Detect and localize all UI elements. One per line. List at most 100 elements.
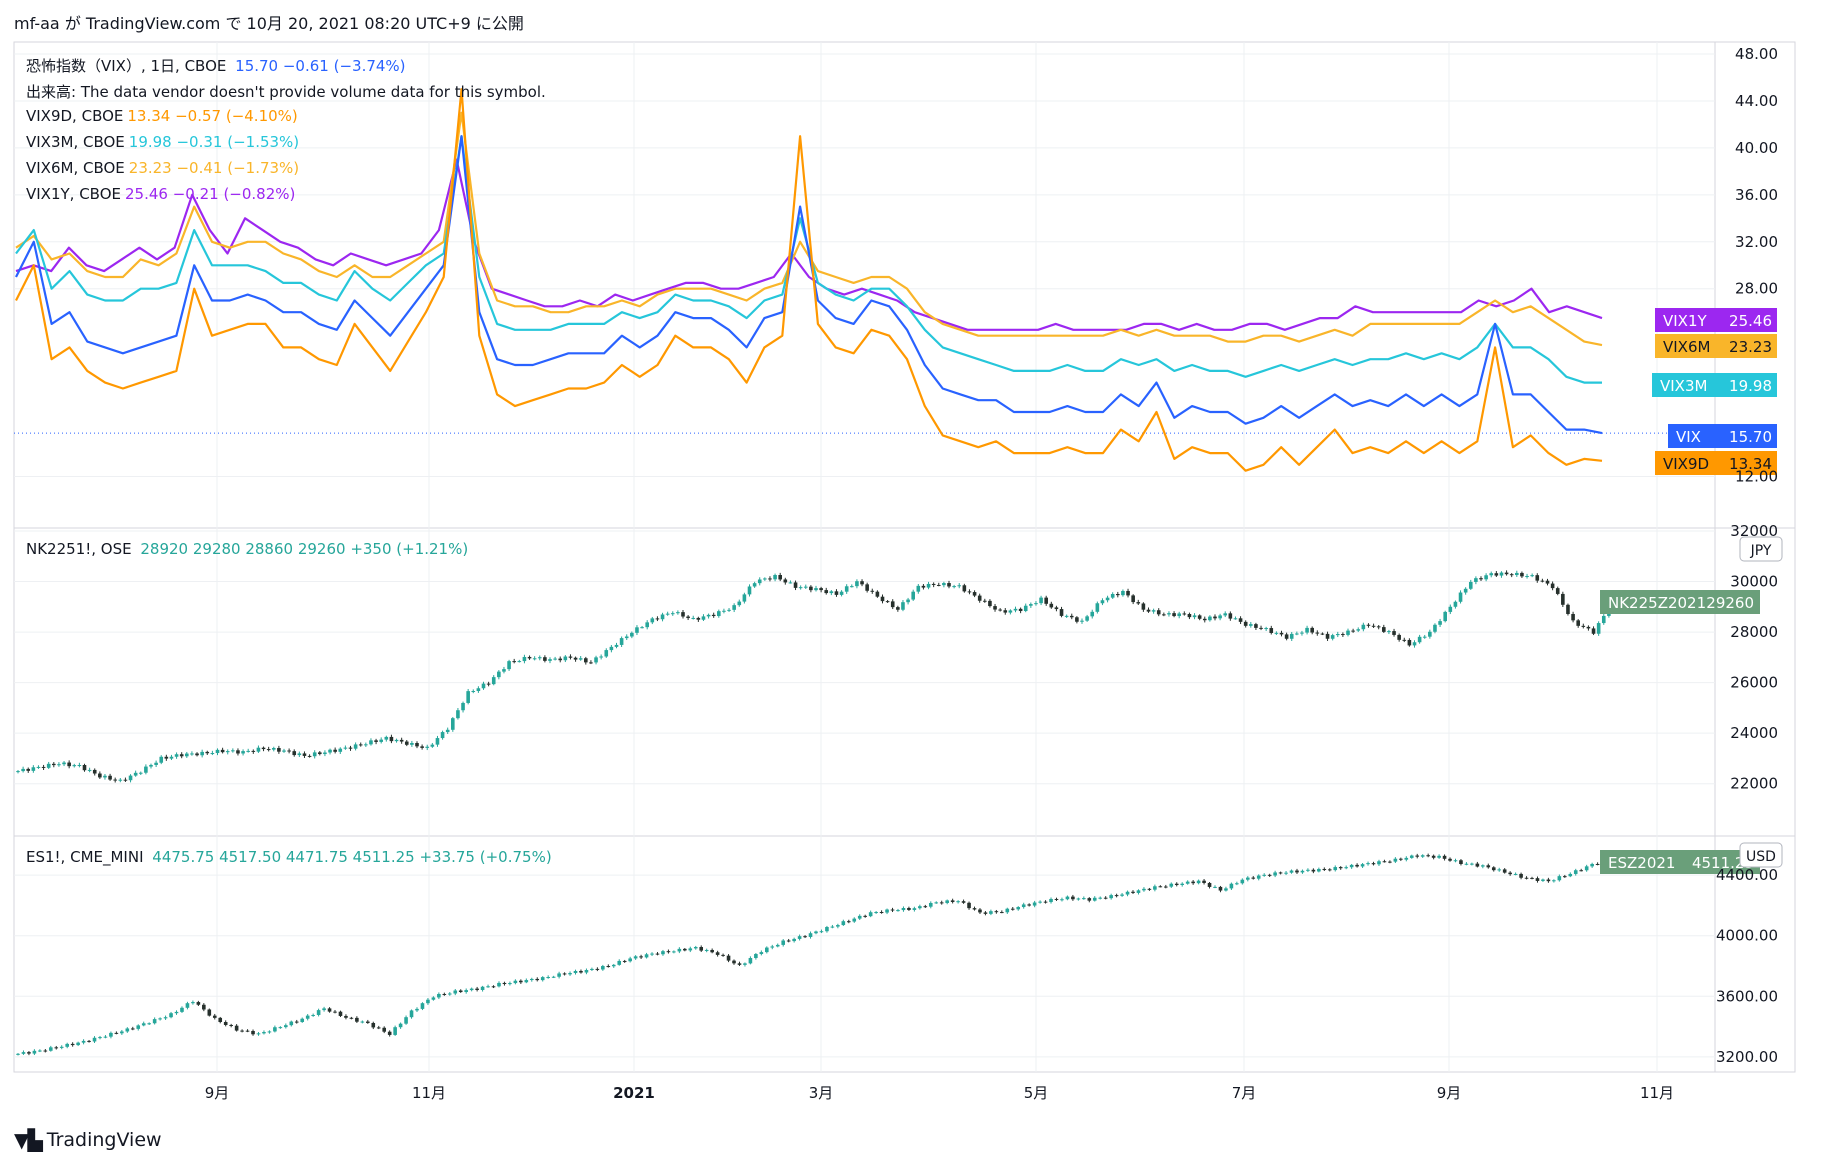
candle-body bbox=[1289, 870, 1294, 873]
candle-body bbox=[1475, 863, 1480, 867]
candle-body bbox=[202, 1004, 206, 1010]
x-tick-label: 9月 bbox=[205, 1084, 230, 1102]
last-price-name: ESZ2021 bbox=[1608, 854, 1675, 872]
candle-body bbox=[1504, 572, 1509, 575]
legend-row-vix6m[interactable]: VIX6M, CBOE 23.23 −0.41 (−1.73%) bbox=[26, 159, 299, 177]
candle-body bbox=[26, 768, 31, 771]
candle-body bbox=[262, 1032, 266, 1034]
candle-body bbox=[650, 618, 655, 623]
candle-body bbox=[1351, 630, 1355, 632]
candle-body bbox=[1474, 578, 1478, 582]
candle-body bbox=[297, 753, 302, 756]
nikkei-legend[interactable]: NK2251!, OSE 28920 29280 28860 29260 +35… bbox=[26, 540, 468, 558]
candle-body bbox=[1085, 616, 1089, 621]
candle-body bbox=[546, 977, 550, 979]
y-tick-label: 4000.00 bbox=[1716, 927, 1778, 945]
candle-body bbox=[1489, 573, 1494, 576]
candle-body bbox=[278, 1027, 283, 1029]
candle-body bbox=[72, 765, 77, 767]
candle-body bbox=[507, 661, 511, 670]
candle-body bbox=[152, 1019, 157, 1024]
candle-body bbox=[1273, 872, 1277, 876]
candle-body bbox=[32, 1050, 37, 1054]
candle-body bbox=[1185, 881, 1190, 884]
candle-body bbox=[138, 772, 143, 774]
candle-body bbox=[939, 902, 944, 904]
candle-body bbox=[512, 661, 516, 663]
candle-body bbox=[185, 1003, 190, 1008]
candle-body bbox=[207, 1009, 212, 1016]
candle-body bbox=[1147, 888, 1152, 890]
candle-body bbox=[1116, 594, 1120, 596]
candle-body bbox=[1417, 636, 1422, 643]
candle-body bbox=[715, 952, 720, 955]
legend-row-vix1y[interactable]: VIX1Y, CBOE 25.46 −0.21 (−0.82%) bbox=[26, 185, 295, 203]
candle-body bbox=[1335, 634, 1340, 636]
candle-body bbox=[1095, 603, 1100, 612]
candle-body bbox=[21, 1052, 26, 1054]
candle-body bbox=[1481, 865, 1485, 867]
candle-body bbox=[1387, 631, 1391, 633]
candle-body bbox=[1064, 615, 1069, 617]
candle-body bbox=[1269, 628, 1274, 633]
candle-body bbox=[289, 1021, 294, 1026]
legend-row-vix3m[interactable]: VIX3M, CBOE 19.98 −0.31 (−1.53%) bbox=[26, 133, 299, 151]
vix-legend-main[interactable]: 恐怖指数（VIX）, 1日, CBOE 15.70 −0.61 (−3.74%) bbox=[26, 55, 406, 76]
candle-body bbox=[215, 749, 220, 754]
candle-body bbox=[1344, 867, 1348, 869]
y-tick-label: 44.00 bbox=[1735, 92, 1778, 110]
candle-body bbox=[1463, 588, 1468, 593]
candle-body bbox=[1428, 631, 1432, 637]
candle-body bbox=[81, 1040, 86, 1043]
candle-body bbox=[169, 756, 174, 759]
candle-body bbox=[1300, 632, 1304, 634]
candle-body bbox=[1120, 894, 1124, 896]
nikkei-pane[interactable]: NK225Z2021 29260 JPY bbox=[16, 536, 1783, 783]
candle-body bbox=[1310, 627, 1314, 633]
candle-body bbox=[266, 749, 271, 751]
candle-body bbox=[1459, 860, 1463, 865]
legend-row-values: 25.46 −0.21 (−0.82%) bbox=[125, 185, 296, 203]
candle-body bbox=[1382, 861, 1387, 863]
candle-body bbox=[118, 779, 123, 781]
candle-body bbox=[1576, 620, 1580, 626]
candle-body bbox=[696, 617, 701, 620]
candle-body bbox=[1486, 865, 1491, 868]
legend-row-vix9d[interactable]: VIX9D, CBOE 13.34 −0.57 (−4.10%) bbox=[26, 107, 298, 125]
candle-body bbox=[1131, 595, 1135, 603]
candle-body bbox=[130, 1028, 135, 1030]
legend-row-values: 13.34 −0.57 (−4.10%) bbox=[127, 107, 298, 125]
x-tick-label: 7月 bbox=[1232, 1084, 1257, 1102]
candle-body bbox=[875, 591, 880, 597]
candle-body bbox=[1105, 597, 1110, 601]
candle-body bbox=[1415, 855, 1420, 857]
candle-body bbox=[1349, 864, 1354, 868]
candle-body bbox=[1131, 891, 1135, 893]
candle-body bbox=[1196, 880, 1201, 884]
candle-body bbox=[294, 1021, 299, 1023]
candle-body bbox=[609, 646, 614, 651]
legend-row-label: VIX9D, CBOE bbox=[26, 107, 124, 125]
candle-body bbox=[1443, 611, 1447, 622]
candle-body bbox=[1295, 870, 1299, 873]
es-legend[interactable]: ES1!, CME_MINI 4475.75 4517.50 4471.75 4… bbox=[26, 848, 552, 866]
y-tick-label: 28000 bbox=[1730, 623, 1778, 641]
tradingview-footer[interactable]: ▼▙ TradingView bbox=[14, 1128, 162, 1152]
candle-body bbox=[220, 749, 225, 753]
candle-body bbox=[962, 585, 967, 592]
candle-body bbox=[983, 600, 987, 602]
vix-pane[interactable]: VIX1Y 25.46 VIX6M 23.23 VIX3M 19.98 VIX 15.70 VI… bbox=[14, 88, 1777, 475]
candle-body bbox=[236, 750, 240, 754]
candle-body bbox=[537, 657, 542, 659]
candle-body bbox=[1121, 590, 1125, 596]
candle-body bbox=[240, 1030, 244, 1032]
candle-body bbox=[885, 601, 890, 603]
candle-body bbox=[989, 911, 993, 914]
candle-body bbox=[360, 1021, 365, 1023]
candle-body bbox=[803, 936, 807, 938]
candle-body bbox=[169, 1013, 173, 1018]
nikkei-legend-label: NK2251!, OSE bbox=[26, 540, 132, 558]
candle-body bbox=[972, 592, 977, 596]
